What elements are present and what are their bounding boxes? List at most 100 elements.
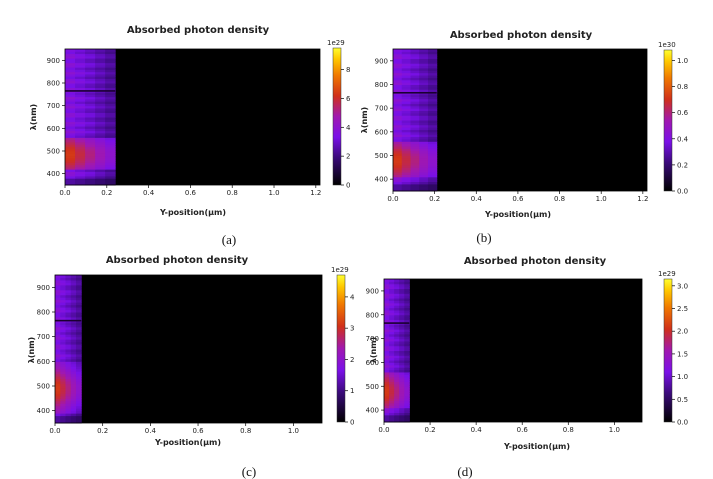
heatmap-cell — [85, 110, 96, 113]
x-tick-label: 0.2 — [97, 427, 108, 435]
heatmap-cell — [384, 336, 390, 340]
heatmap-cell — [404, 312, 410, 316]
heatmap-cell — [399, 331, 405, 335]
heatmap-cell — [65, 418, 72, 422]
heatmap-cell — [95, 157, 106, 161]
heatmap-cell — [394, 343, 400, 347]
heatmap-cell — [65, 83, 76, 86]
heatmap-cell — [384, 393, 390, 397]
heatmap-cell — [55, 282, 61, 286]
heatmap-cell — [105, 128, 116, 132]
heatmap-cell — [65, 146, 76, 150]
heatmap-cell — [394, 345, 400, 349]
heatmap-cell — [70, 279, 77, 283]
heatmap-cell — [60, 363, 66, 367]
heatmap-cell — [75, 405, 82, 409]
heatmap-cell — [393, 143, 403, 147]
heatmap-cell — [105, 87, 116, 91]
heatmap-cell — [75, 169, 86, 172]
heatmap-cell — [401, 70, 411, 74]
heatmap-cell — [389, 376, 395, 380]
y-tick-label: 500 — [366, 383, 379, 391]
heatmap-cell — [70, 400, 77, 404]
x-tick-label: 0.0 — [387, 195, 398, 203]
heatmap-cell — [427, 148, 438, 152]
heatmap-cell — [427, 153, 438, 156]
heatmap-cell — [394, 309, 400, 313]
heatmap-cell — [60, 410, 66, 414]
heatmap-cell — [401, 96, 411, 100]
heatmap-cell — [419, 72, 429, 76]
heatmap-cell — [105, 94, 116, 98]
heatmap-cell — [401, 49, 411, 52]
heatmap-cell — [70, 415, 77, 419]
y-tick-label: 800 — [375, 81, 388, 89]
heatmap-cell — [85, 126, 96, 129]
heatmap-cell — [65, 64, 76, 68]
heatmap-cell — [404, 331, 410, 335]
y-tick-label: 800 — [37, 309, 50, 317]
heatmap-cell — [389, 417, 395, 421]
heatmap-cell — [85, 151, 96, 154]
heatmap-cell — [410, 179, 420, 183]
heatmap-cell — [65, 410, 72, 414]
heatmap-cell — [404, 383, 410, 387]
heatmap-cell — [410, 160, 420, 164]
heatmap-cell — [399, 407, 405, 411]
heatmap-cell — [55, 388, 61, 392]
x-tick-label: 0.8 — [563, 426, 574, 434]
heatmap-cell — [95, 166, 106, 170]
heatmap-cell — [60, 390, 66, 394]
heatmap-cell — [404, 381, 410, 385]
heatmap-cell — [75, 279, 82, 283]
heatmap-cell — [75, 67, 86, 70]
heatmap-cell — [55, 279, 61, 283]
heatmap-cell — [394, 383, 400, 387]
heatmap-cell — [65, 324, 72, 328]
heatmap-cell — [419, 49, 429, 52]
heatmap-cell — [75, 282, 82, 286]
heatmap-cell — [399, 376, 405, 380]
heatmap-cell — [65, 287, 72, 291]
heatmap-cell — [410, 58, 420, 62]
heatmap-cell — [60, 376, 66, 380]
heatmap-cell — [85, 71, 96, 75]
heatmap-cell — [393, 124, 403, 128]
heatmap-cell — [427, 122, 438, 126]
heatmap-cell — [105, 121, 116, 125]
heatmap-cell — [65, 403, 72, 407]
heatmap-cell — [384, 419, 390, 423]
heatmap-cell — [75, 413, 82, 417]
heatmap-cell — [85, 76, 96, 79]
heatmap-cell — [404, 345, 410, 349]
heatmap-cell — [384, 338, 390, 342]
heatmap-cell — [65, 383, 72, 387]
heatmap-cell — [419, 101, 429, 104]
heatmap-cell — [55, 284, 61, 288]
heatmap-cell — [384, 324, 390, 328]
heatmap-cell — [399, 348, 405, 351]
heatmap-cell — [393, 131, 403, 135]
heatmap-cell — [65, 341, 72, 345]
x-tick-label: 1.0 — [609, 426, 620, 434]
heatmap-cell — [394, 393, 400, 397]
heatmap-cell — [384, 298, 390, 301]
heatmap-cell — [389, 383, 395, 387]
heatmap-cell — [75, 76, 86, 79]
heatmap-cell — [75, 60, 86, 64]
heatmap-cell — [70, 378, 77, 382]
chart-title: Absorbed photon density — [127, 25, 270, 36]
heatmap-cell — [75, 351, 82, 355]
heatmap-cell — [55, 289, 61, 293]
heatmap-cell — [65, 282, 72, 286]
heatmap-cell — [404, 398, 410, 402]
plot-frame — [383, 278, 643, 423]
heatmap-cell — [419, 112, 429, 116]
heatmap-cell — [60, 289, 66, 293]
heatmap-cell — [427, 134, 438, 138]
heatmap-cell — [75, 128, 86, 132]
y-tick-label: 400 — [37, 407, 50, 415]
heatmap-cell — [70, 307, 77, 311]
heatmap-cell — [75, 132, 86, 136]
heatmap-cell — [85, 175, 96, 179]
